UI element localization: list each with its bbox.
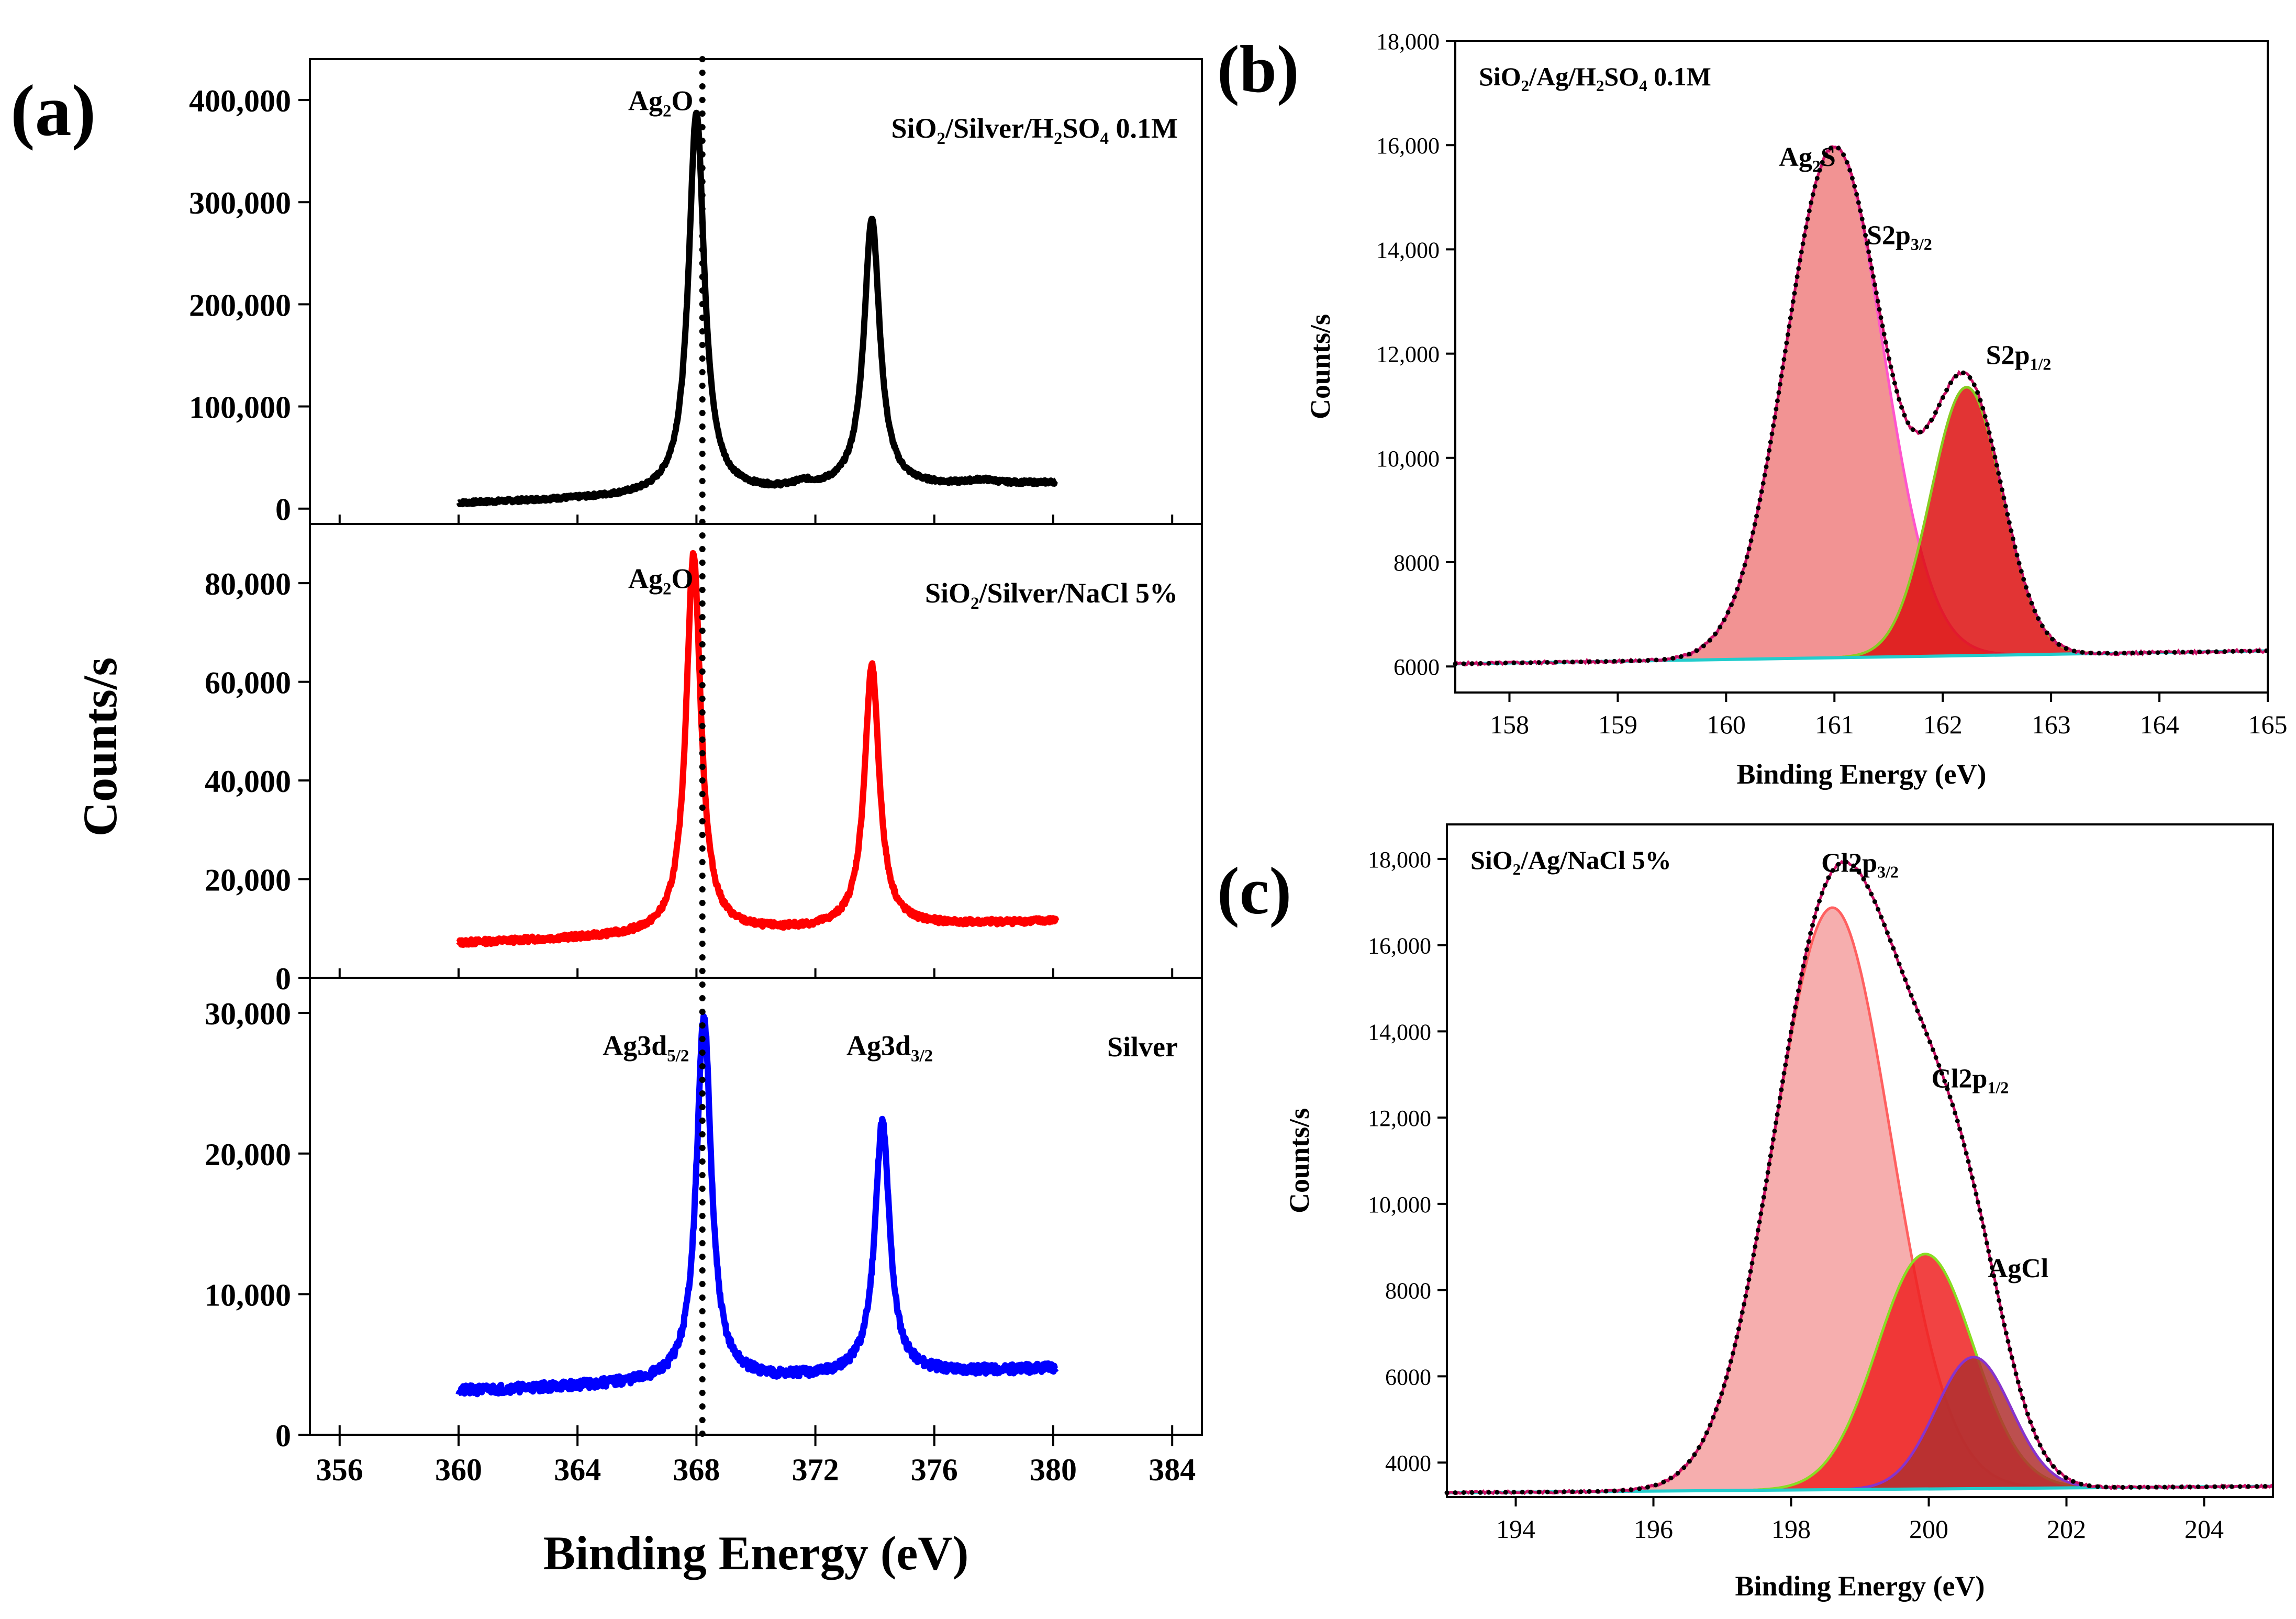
spectrum-line: [455, 1013, 1059, 1398]
y-tick-label: 80,000: [205, 567, 291, 601]
y-axis-label: Counts/s: [1284, 1108, 1315, 1213]
y-tick-label: 12,000: [1376, 342, 1440, 367]
peak-annotation: S2p1/2: [1986, 341, 2052, 374]
x-tick-label: 380: [1030, 1453, 1077, 1487]
x-tick-label: 162: [1923, 710, 1963, 739]
legend-label: SiO2/Ag/NaCl 5%: [1470, 845, 1671, 878]
x-tick-label: 204: [2184, 1514, 2224, 1544]
legend-label: Silver: [1107, 1031, 1178, 1063]
y-tick-label: 300,000: [189, 186, 291, 220]
peak-annotation: Ag2S: [1779, 142, 1835, 175]
y-tick-label: 0: [275, 493, 291, 527]
y-tick-label: 18,000: [1376, 29, 1440, 54]
y-tick-label: 4000: [1385, 1450, 1431, 1476]
plot-frame: [1446, 823, 2274, 1498]
x-tick-label: 360: [435, 1453, 482, 1487]
x-axis-label: Binding Energy (eV): [1736, 758, 1986, 790]
legend-label: SiO2/Silver/NaCl 5%: [925, 577, 1178, 613]
peak-annotation: Cl2p3/2: [1821, 848, 1899, 881]
y-axis-label: Counts/s: [1305, 314, 1336, 419]
panel-label: (a): [10, 70, 96, 151]
x-tick-label: 376: [911, 1453, 958, 1487]
peak-annotation: Cl2p1/2: [1931, 1064, 2009, 1097]
y-tick-label: 14,000: [1368, 1019, 1431, 1045]
y-tick-label: 16,000: [1368, 933, 1431, 959]
y-tick-label: 0: [275, 1419, 291, 1453]
fit-component-fill: [1447, 908, 2273, 1493]
x-axis-label: Binding Energy (eV): [1735, 1570, 1985, 1602]
plot-frame: [1454, 40, 2269, 694]
y-tick-label: 6000: [1385, 1364, 1431, 1390]
panel-label: (b): [1217, 32, 1299, 106]
x-tick-label: 163: [2032, 710, 2071, 739]
x-tick-label: 384: [1149, 1453, 1196, 1487]
y-tick-label: 400,000: [189, 84, 291, 118]
legend-label: SiO2/Silver/H2SO4 0.1M: [891, 113, 1178, 148]
x-tick-label: 159: [1598, 710, 1637, 739]
spectrum-line: [456, 109, 1059, 508]
peak-annotation: AgCl: [1988, 1254, 2049, 1283]
x-tick-label: 160: [1707, 710, 1746, 739]
y-tick-label: 10,000: [1368, 1192, 1431, 1218]
peak-annotation: Ag2O: [628, 563, 694, 599]
x-tick-label: 198: [1771, 1514, 1811, 1544]
x-tick-label: 372: [792, 1453, 839, 1487]
x-tick-label: 200: [1909, 1514, 1948, 1544]
peak-annotation: S2p3/2: [1867, 220, 1932, 253]
envelope-dotted-line: [1453, 144, 2270, 666]
x-tick-label: 364: [554, 1453, 601, 1487]
x-tick-label: 161: [1815, 710, 1854, 739]
x-tick-label: 202: [2047, 1514, 2086, 1544]
y-tick-label: 8000: [1394, 550, 1440, 576]
envelope-dotted-line: [1444, 859, 2276, 1495]
y-tick-label: 16,000: [1376, 133, 1440, 159]
y-axis-label: Counts/s: [73, 657, 127, 837]
y-tick-label: 10,000: [205, 1278, 291, 1312]
y-tick-label: 40,000: [205, 764, 291, 799]
x-tick-label: 158: [1490, 710, 1529, 739]
y-tick-label: 0: [275, 962, 291, 996]
fit-component-fill: [1447, 1254, 2273, 1493]
legend-label: SiO2/Ag/H2SO4 0.1M: [1479, 62, 1711, 95]
plot-frame: [309, 977, 1203, 1436]
spectrum-line: [456, 550, 1060, 948]
y-tick-label: 14,000: [1376, 237, 1440, 263]
x-tick-label: 194: [1496, 1514, 1535, 1544]
x-tick-label: 164: [2140, 710, 2179, 739]
peak-annotation: Ag3d5/2: [603, 1030, 689, 1066]
x-tick-label: 368: [673, 1453, 720, 1487]
panel-c: 194 196 198 200 202 204 4000 6000 8000 10,000 12,0…: [1217, 823, 2276, 1602]
y-tick-label: 60,000: [205, 666, 291, 700]
y-tick-label: 30,000: [205, 997, 291, 1031]
y-tick-label: 8000: [1385, 1278, 1431, 1304]
y-tick-label: 18,000: [1368, 847, 1431, 873]
y-tick-label: 20,000: [205, 863, 291, 898]
x-tick-label: 165: [2248, 710, 2288, 739]
y-tick-label: 20,000: [205, 1137, 291, 1172]
panel-b: 158 159 160 161 162 163 164 165 6000 8000 10,000 12…: [1217, 29, 2288, 790]
y-tick-label: 100,000: [189, 390, 291, 425]
y-tick-label: 10,000: [1376, 446, 1440, 472]
x-tick-label: 196: [1634, 1514, 1673, 1544]
y-tick-label: 6000: [1394, 654, 1440, 680]
panel-label: (c): [1217, 854, 1291, 928]
y-tick-label: 12,000: [1368, 1106, 1431, 1131]
panel-a: 0 100,000 200,000 300,000 400,000 SiO2/Silver…: [10, 56, 1203, 1580]
peak-annotation: Ag2O: [628, 85, 694, 121]
y-tick-label: 200,000: [189, 288, 291, 322]
x-tick-label: 356: [316, 1453, 363, 1487]
fit-component-fill: [1455, 147, 2268, 664]
x-axis-label: Binding Energy (eV): [543, 1526, 969, 1580]
peak-annotation: Ag3d3/2: [846, 1030, 933, 1066]
